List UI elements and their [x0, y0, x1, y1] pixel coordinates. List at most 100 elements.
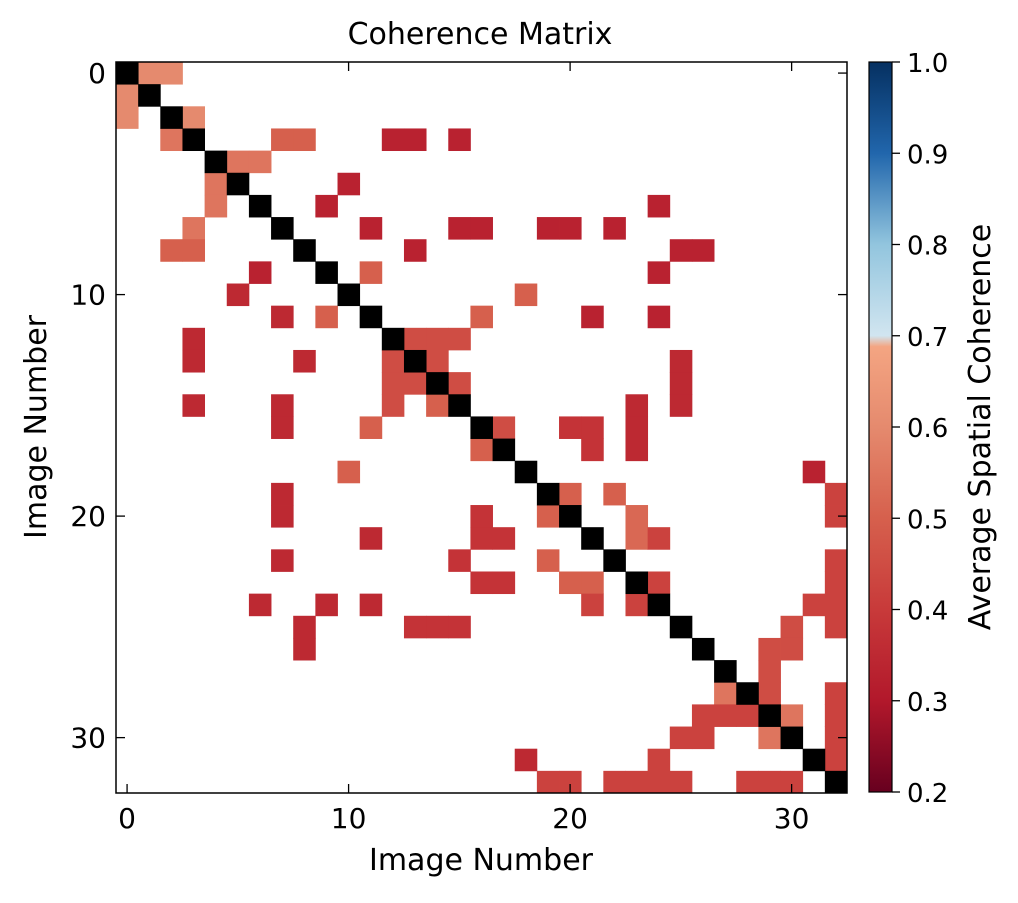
heatmap-cell: [271, 482, 294, 506]
heatmap-cell: [758, 660, 781, 683]
heatmap-cell: [448, 217, 471, 240]
colorbar-tick-label: 0.3: [907, 688, 948, 718]
heatmap-cell: [403, 615, 427, 639]
heatmap-cell: [824, 682, 848, 705]
heatmap-cell: [271, 128, 294, 152]
heatmap-cell: [758, 682, 781, 705]
heatmap-cell: [381, 349, 405, 373]
heatmap-cell: [248, 150, 272, 174]
diagonal-cell: [182, 128, 206, 152]
colorbar-tick-label: 1.0: [907, 49, 948, 79]
heatmap-cell: [714, 704, 737, 727]
diagonal-cell: [381, 327, 405, 351]
heatmap-cell: [492, 416, 516, 439]
heatmap-cell: [359, 217, 383, 240]
heatmap-cell: [470, 571, 493, 595]
heatmap-cell: [271, 305, 294, 329]
heatmap-cell: [581, 593, 604, 617]
x-axis-label: Image Number: [369, 843, 594, 878]
heatmap-cell: [182, 106, 206, 129]
heatmap-cell: [824, 571, 848, 595]
diagonal-cell: [802, 748, 826, 772]
heatmap-cell: [669, 372, 693, 395]
heatmap-cell: [470, 527, 493, 550]
heatmap-cell: [603, 770, 626, 794]
heatmap-cell: [514, 748, 538, 772]
heatmap-cell: [559, 482, 582, 506]
heatmap-cell: [625, 527, 649, 550]
heatmap-cell: [448, 549, 471, 572]
heatmap-cell: [293, 615, 316, 639]
diagonal-cell: [758, 704, 781, 727]
heatmap-cell: [182, 217, 206, 240]
heatmap-cell: [625, 416, 649, 439]
diagonal-cell: [138, 84, 161, 107]
heatmap-cell: [536, 549, 560, 572]
colorbar-ticks: 0.2 0.3 0.4 0.5 0.6 0.7 0.8 0.9 1.0: [892, 49, 948, 809]
heatmap-cell: [647, 261, 671, 284]
heatmap-cell: [381, 394, 405, 417]
heatmap-cell: [271, 394, 294, 417]
heatmap-cell: [271, 505, 294, 528]
heatmap-cell: [691, 726, 715, 750]
heatmap-cell: [138, 62, 161, 85]
heatmap-cell: [403, 239, 427, 262]
heatmap-cell: [824, 748, 848, 772]
heatmap-cell: [182, 349, 206, 373]
heatmap-cell: [802, 593, 826, 617]
heatmap-diagonal: [116, 62, 848, 794]
diagonal-cell: [714, 660, 737, 683]
diagonal-cell: [581, 527, 604, 550]
diagonal-cell: [403, 349, 427, 373]
heatmap-cell: [204, 194, 228, 218]
heatmap-cell: [647, 748, 671, 772]
heatmap-cell: [359, 593, 383, 617]
heatmap-cell: [559, 217, 582, 240]
heatmap-cell: [426, 615, 449, 639]
heatmap-cell: [691, 239, 715, 262]
diagonal-cell: [315, 261, 338, 284]
heatmap-cell: [448, 615, 471, 639]
heatmap-cell: [802, 460, 826, 484]
heatmap-cell: [426, 349, 449, 373]
heatmap-cell: [470, 438, 493, 462]
heatmap-cell: [581, 438, 604, 462]
heatmap-cell: [669, 349, 693, 373]
heatmap-cell: [182, 327, 206, 351]
plot-frame: [115, 61, 848, 794]
heatmap-cell: [315, 305, 338, 329]
heatmap-cell: [581, 416, 604, 439]
diagonal-cell: [603, 549, 626, 572]
chart-title: Coherence Matrix: [348, 17, 613, 52]
heatmap-cell: [780, 770, 804, 794]
diagonal-cell: [293, 239, 316, 262]
diagonal-cell: [559, 505, 582, 528]
colorbar-tick-label: 0.7: [907, 323, 948, 353]
diagonal-cell: [647, 593, 671, 617]
heatmap-cell: [492, 571, 516, 595]
heatmap-cell: [824, 615, 848, 639]
heatmap-cell: [204, 172, 228, 196]
heatmap-cell: [160, 239, 183, 262]
heatmap-cell: [337, 460, 361, 484]
heatmap-cell: [470, 305, 493, 329]
heatmap-cell: [625, 593, 649, 617]
y-tick-label: 30: [70, 722, 106, 755]
heatmap-cell: [758, 637, 781, 661]
heatmap-cell: [758, 770, 781, 794]
diagonal-cell: [470, 416, 493, 439]
diagonal-cell: [536, 482, 560, 506]
heatmap-cell: [581, 571, 604, 595]
x-tick-label: 30: [774, 802, 810, 835]
heatmap-cell: [647, 527, 671, 550]
heatmap-cell: [492, 527, 516, 550]
heatmap-cell: [226, 283, 250, 307]
heatmap-cell: [182, 239, 206, 262]
heatmap-cells: [116, 62, 848, 794]
colorbar-tick-label: 0.6: [907, 414, 948, 444]
heatmap-cell: [780, 704, 804, 727]
heatmap-cell: [293, 128, 316, 152]
x-tick-label: 0: [118, 802, 136, 835]
